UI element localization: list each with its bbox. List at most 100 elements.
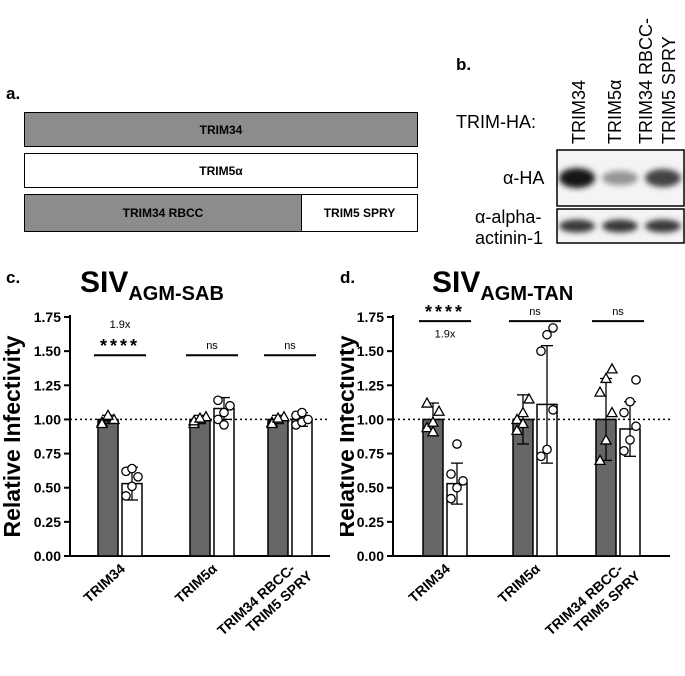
data-point-circle <box>619 407 629 418</box>
blot-band <box>602 170 638 186</box>
blot-band <box>645 219 681 233</box>
significance-label: ns <box>284 340 296 352</box>
data-point-circle <box>446 469 456 479</box>
significance-label: **** <box>425 302 465 322</box>
data-point-triangle <box>605 362 619 374</box>
y-tick-label: 1.25 <box>357 377 384 393</box>
significance-label: ns <box>529 306 541 318</box>
chart-d: SIVAGM-TAN Relative Infectivity 0.00 0.25 0.… <box>340 266 670 638</box>
x-tick-label: TRIM34 <box>405 560 453 605</box>
blot-actinin-label-1: α-alpha- <box>475 207 542 227</box>
data-point-circle <box>121 491 131 501</box>
blot-ha-label: α-HA <box>503 168 545 188</box>
panel-c-letter: c. <box>6 268 21 287</box>
data-point-triangle <box>593 385 607 397</box>
chart-c: SIVAGM-SAB Relative Infectivity 0.00 0.25 0.… <box>0 266 330 638</box>
data-point-triangle <box>420 421 434 433</box>
bar <box>422 418 444 557</box>
y-axis-label: Relative Infectivity <box>340 335 359 537</box>
data-point-circle <box>458 476 468 486</box>
panel-a-letter: a. <box>6 84 21 103</box>
construct-trim5a: TRIM5α <box>24 153 418 188</box>
data-point-triangle <box>599 372 613 384</box>
significance-label: ns <box>612 306 624 318</box>
data-point-circle <box>631 374 641 385</box>
lane-label-trim5a: TRIM5α <box>605 80 625 144</box>
x-tick-label: TRIM5α <box>172 560 221 606</box>
data-point-circle <box>225 400 235 411</box>
data-point-triangle <box>593 454 607 466</box>
data-point-circle <box>548 405 558 415</box>
x-tick-label: TRIM34 <box>80 560 128 605</box>
blot-band <box>559 219 595 233</box>
data-point-triangle <box>605 406 619 418</box>
y-tick-label: 0.50 <box>357 480 384 496</box>
x-tick-line1: TRIM34 <box>80 560 128 605</box>
x-tick-line1: TRIM5α <box>172 560 221 606</box>
fold-change-label: 1.9x <box>435 328 456 340</box>
y-axis-label: Relative Infectivity <box>0 335 25 537</box>
data-point-triangle <box>516 417 530 429</box>
x-tick-label: TRIM5α <box>495 560 544 606</box>
data-point-circle <box>452 439 462 449</box>
construct-trim34-rbcc: TRIM34 RBCC <box>24 194 302 232</box>
bar <box>267 418 289 557</box>
chart-title: SIVAGM-TAN <box>432 266 573 305</box>
blot-band <box>559 168 595 188</box>
significance-label: ns <box>206 340 218 352</box>
significance-label: **** <box>100 336 140 356</box>
data-point-circle <box>127 463 137 474</box>
chart-title: SIVAGM-SAB <box>80 266 224 305</box>
data-point-triangle <box>271 411 285 423</box>
bar <box>291 418 313 557</box>
data-point-circle <box>297 407 307 418</box>
data-point-circle <box>303 414 313 425</box>
data-point-circle <box>127 481 137 492</box>
data-point-circle <box>452 482 462 493</box>
data-point-circle <box>219 407 229 418</box>
data-point-circle <box>219 420 229 430</box>
data-point-circle <box>536 346 546 356</box>
x-tick-label: TRIM34 RBCC-TRIM5 SPRY <box>542 560 644 638</box>
data-point-circle <box>213 395 223 406</box>
data-point-triangle <box>510 413 524 425</box>
construct-trim34: TRIM34 <box>24 112 418 147</box>
data-point-triangle <box>426 425 440 437</box>
y-tick-label: 0.75 <box>34 446 61 462</box>
bar <box>97 418 119 557</box>
panel-d-letter: d. <box>340 268 356 287</box>
data-point-triangle <box>101 408 115 420</box>
y-tick-label: 1.00 <box>34 411 61 427</box>
data-point-circle <box>542 329 552 340</box>
y-tick-label: 0.25 <box>34 514 61 530</box>
y-tick-label: 1.75 <box>357 309 384 325</box>
western-blot <box>556 149 685 244</box>
y-tick-label: 0.25 <box>357 514 384 530</box>
y-tick-label: 1.50 <box>357 343 384 359</box>
chart-title-sub: AGM-TAN <box>480 283 573 305</box>
y-tick-label: 0.50 <box>34 480 61 496</box>
data-point-circle <box>446 493 456 504</box>
panel-b-letter: b. <box>456 55 472 74</box>
x-tick-line1: TRIM5α <box>495 560 544 606</box>
data-point-triangle <box>510 424 524 436</box>
chart-title-main: SIV <box>80 266 128 299</box>
data-point-triangle <box>95 417 109 429</box>
data-point-circle <box>542 444 552 455</box>
data-point-circle <box>133 471 143 482</box>
blot-actinin-label-2: actinin-1 <box>475 228 544 248</box>
fold-change-label: 1.9x <box>110 319 131 331</box>
trim-ha-header: TRIM-HA: <box>456 112 536 132</box>
bar <box>189 418 211 557</box>
chart-title-main: SIV <box>432 266 480 299</box>
lane-label-trim34: TRIM34 <box>569 80 589 144</box>
x-tick-line1: TRIM34 <box>405 560 453 605</box>
blot-band <box>645 168 681 188</box>
blot-band <box>602 219 638 233</box>
construct-trim5-spry: TRIM5 SPRY <box>301 194 418 232</box>
lane-label-chimera-1: TRIM34 RBCC- <box>636 18 656 144</box>
data-point-circle <box>213 414 223 425</box>
data-point-triangle <box>522 392 536 404</box>
chart-title-sub: AGM-SAB <box>128 283 224 305</box>
y-tick-label: 1.25 <box>34 377 61 393</box>
